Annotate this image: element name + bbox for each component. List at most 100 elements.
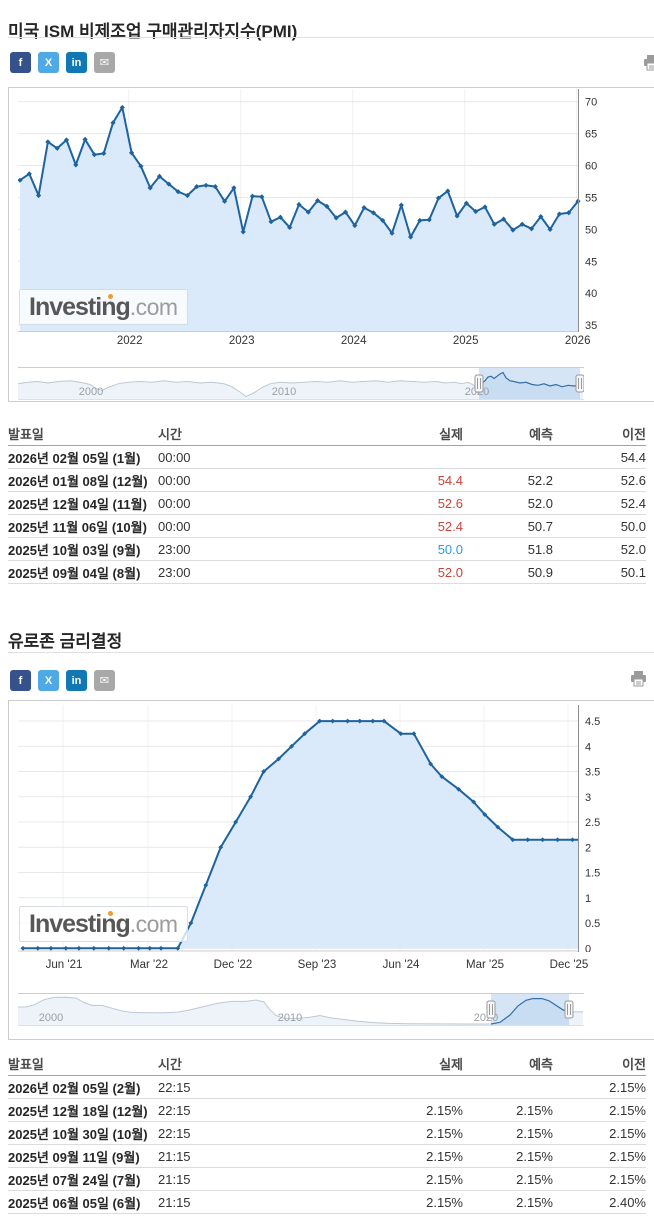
y-axis-label: 0 [585,943,591,952]
data-point-marker [445,188,451,194]
table-row: 2025년 09월 04일 (8월) 23:00 52.0 50.9 50.1 [8,560,646,584]
release-date-cell: 2025년 12월 18일 (12월) [8,1098,158,1122]
x-axis-label: Jun '24 [382,959,420,971]
data-point-marker [370,210,376,216]
navigator-handle[interactable] [564,1000,574,1019]
navigator-handle[interactable] [486,1000,496,1019]
previous-cell: 2.15% [553,1121,646,1145]
share-x-twitter-button[interactable]: X [38,670,59,691]
data-point-marker [188,920,194,926]
table-header-row: 발표일 시간 실제 예측 이전 [8,1052,646,1076]
data-point-marker [570,837,575,843]
investing-logo-orange-dot-icon [108,294,113,299]
release-date-cell: 2025년 09월 11일 (9월) [8,1144,158,1168]
y-axis-label: 3.5 [585,767,600,779]
column-header: 이전 [553,422,646,446]
previous-cell: 52.6 [553,468,646,492]
ecb-range-navigator[interactable]: 2000 2010 2020 [18,993,584,1027]
data-point-marker [48,945,54,951]
data-point-marker [482,204,488,210]
data-point-marker [240,229,246,235]
share-linkedin-button[interactable]: in [66,670,87,691]
x-axis-label: 2025 [452,335,479,347]
forecast-cell: 50.7 [463,514,553,538]
data-point-marker [212,183,218,190]
facebook-icon: f [18,56,23,69]
data-point-marker [296,201,302,208]
data-point-marker [156,173,163,179]
previous-cell: 50.1 [553,560,646,584]
column-header: 발표일 [8,422,158,446]
data-point-marker [147,945,153,951]
investing-watermark: Investing .com [19,906,188,942]
release-date-cell: 2025년 12월 04일 (11월) [8,491,158,515]
share-email-button[interactable]: ✉ [94,670,115,691]
share-linkedin-button[interactable]: in [66,52,87,73]
data-point-marker [435,195,442,201]
share-x-twitter-button[interactable]: X [38,52,59,73]
release-date-cell: 2025년 06월 05일 (6월) [8,1190,158,1214]
y-axis-label: 60 [585,161,597,173]
previous-cell: 52.0 [553,537,646,561]
email-icon: ✉ [99,675,110,687]
previous-cell: 54.4 [553,445,646,469]
share-email-button[interactable]: ✉ [94,52,115,73]
time-cell: 23:00 [158,537,303,561]
data-point-marker [495,824,501,830]
data-point-marker [20,945,26,951]
pmi-chart-widget: 70 65 60 55 50 45 40 35 2022 2023 2024 2025 2026 In… [8,87,654,402]
navigator-year-label: 2000 [39,1012,63,1024]
investing-logo-text: Investing [29,293,131,321]
data-point-marker [510,227,516,233]
actual-cell: 54.4 [303,468,463,492]
share-facebook-button[interactable]: f [10,670,31,691]
data-point-marker [63,945,69,951]
pmi-main-chart[interactable]: 70 65 60 55 50 45 40 35 [18,89,648,332]
data-point-marker [439,774,445,779]
data-point-marker [110,120,116,126]
navigator-handle[interactable] [575,374,584,393]
y-axis-label: 3 [585,792,591,804]
y-axis-label: 2 [585,842,591,854]
investing-watermark: Investing .com [19,289,188,325]
y-axis-label: 2.5 [585,817,600,829]
actual-cell: 2.15% [303,1144,463,1168]
data-point-marker [456,786,462,792]
release-date-cell: 2025년 10월 30일 (10월) [8,1121,158,1145]
data-point-marker [333,215,339,221]
table-row: 2025년 12월 04일 (11월) 00:00 52.6 52.0 52.4 [8,491,646,515]
share-facebook-button[interactable]: f [10,52,31,73]
print-icon[interactable] [643,54,654,71]
data-point-marker [222,198,228,204]
data-point-marker [289,743,295,749]
data-point-marker [473,208,479,215]
data-point-marker [166,181,172,187]
investing-logo-suffix: .com [129,911,178,937]
table-row: 2025년 06월 05일 (6월) 21:15 2.15% 2.15% 2.40% [8,1190,646,1214]
data-point-marker [547,226,553,232]
forecast-cell: 2.15% [463,1144,553,1168]
data-point-marker [566,210,572,216]
column-header: 예측 [463,422,553,446]
data-point-marker [380,217,386,224]
data-point-marker [556,211,562,217]
time-cell: 22:15 [158,1121,303,1145]
print-icon[interactable] [630,670,647,687]
x-axis-label: Mar '25 [466,959,504,971]
release-date-cell: 2025년 09월 04일 (8월) [8,560,158,584]
table-row: 2025년 09월 11일 (9월) 21:15 2.15% 2.15% 2.15% [8,1144,646,1168]
data-point-marker [501,216,507,222]
linkedin-icon: in [71,674,82,687]
data-point-marker [398,731,404,737]
navigator-year-label: 2000 [79,386,103,398]
time-cell: 00:00 [158,491,303,515]
previous-cell: 52.4 [553,491,646,515]
navigator-handle[interactable] [474,374,484,393]
previous-cell: 2.15% [553,1098,646,1122]
data-point-marker [18,177,23,183]
time-cell: 21:15 [158,1144,303,1168]
actual-cell: 52.6 [303,491,463,515]
divider [8,37,654,38]
forecast-cell: 51.8 [463,537,553,561]
